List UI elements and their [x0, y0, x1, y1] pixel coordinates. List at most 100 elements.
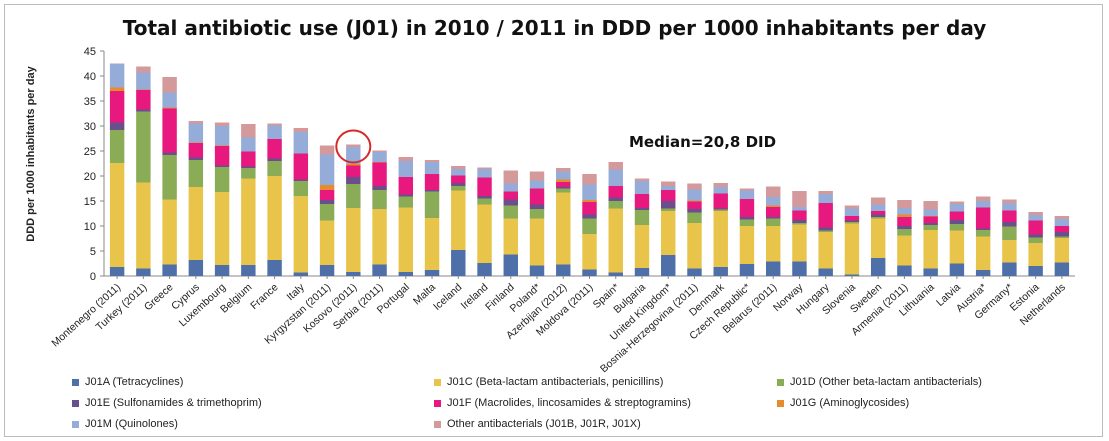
bar-segment	[372, 264, 387, 276]
bar-segment	[372, 162, 387, 163]
bar-segment	[713, 193, 728, 209]
bar-segment	[923, 216, 938, 223]
bar-segment	[687, 209, 702, 213]
bar-segment	[136, 90, 151, 110]
legend-item: J01M (Quinolones)	[72, 418, 178, 430]
bar-segment	[975, 201, 991, 208]
bar-segment	[424, 160, 440, 162]
bar-segment	[556, 187, 571, 189]
bar-segment	[949, 201, 965, 204]
legend-swatch	[72, 399, 79, 407]
bar-segment	[687, 183, 702, 190]
y-tick-label: 5	[90, 246, 96, 258]
bar-segment	[634, 225, 650, 268]
bar-segment	[424, 270, 440, 276]
legend-item: J01G (Aminoglycosides)	[777, 397, 909, 409]
bar-segment	[661, 211, 676, 255]
bar-segment	[1054, 236, 1070, 238]
bar-segment	[503, 199, 518, 206]
y-tick-label: 25	[84, 146, 96, 158]
bar-segment	[319, 204, 335, 221]
bar-segment	[949, 263, 965, 276]
bar-segment	[267, 176, 282, 260]
bar-segment	[503, 254, 518, 276]
bar-segment	[582, 200, 597, 202]
bar-segment	[923, 230, 938, 269]
bar-segment	[634, 210, 650, 225]
bar-segment	[477, 196, 492, 199]
bar-segment	[1028, 266, 1043, 276]
legend-item: J01D (Other beta-lactam antibacterials)	[777, 376, 982, 388]
bar-segment	[477, 263, 492, 276]
bar-segment	[975, 228, 991, 230]
bar-segment	[451, 250, 466, 276]
bar-segment	[319, 220, 335, 265]
bar-segment	[398, 194, 414, 197]
bar-segment	[897, 229, 912, 236]
y-tick-label: 15	[84, 196, 96, 208]
bar-segment	[870, 217, 886, 219]
bar-segment	[162, 152, 177, 155]
bar-segment	[975, 207, 991, 229]
bar-segment	[634, 208, 650, 210]
bar-segment	[398, 207, 414, 272]
bar-segment	[346, 165, 361, 177]
median-annotation: Median=20,8 DID	[629, 133, 777, 151]
bar-segment	[713, 267, 728, 276]
bar-segment	[136, 89, 151, 90]
bar-segment	[529, 209, 545, 219]
bar-segment	[897, 217, 912, 226]
bar-segment	[975, 196, 991, 201]
bar-segment	[923, 225, 938, 230]
bar-segment	[844, 223, 860, 275]
bar-segment	[739, 264, 755, 276]
legend-swatch	[72, 420, 79, 428]
bar-segment	[109, 63, 125, 64]
legend-swatch	[777, 378, 784, 386]
bar-segment	[661, 201, 676, 209]
legend-swatch	[434, 420, 441, 428]
bar-segment	[162, 199, 177, 265]
bar-segment	[870, 218, 886, 258]
bar-segment	[241, 178, 256, 265]
bar-segment	[503, 218, 518, 255]
bar-segment	[372, 186, 387, 190]
bar-segment	[661, 190, 676, 201]
bar-segment	[1002, 210, 1017, 222]
bar-segment	[1002, 226, 1017, 240]
bar-segment	[608, 186, 623, 198]
bar-segment	[582, 184, 597, 200]
bar-segment	[556, 179, 571, 182]
bar-segment	[818, 191, 833, 194]
bar-segment	[1028, 220, 1043, 235]
bar-segment	[162, 107, 177, 109]
bar-segment	[765, 217, 781, 219]
bar-segment	[109, 64, 125, 88]
bar-segment	[1028, 215, 1043, 221]
bar-segment	[739, 226, 755, 264]
bar-segment	[214, 146, 230, 166]
bar-segment	[844, 220, 860, 222]
bar-segment	[319, 265, 335, 276]
bar-segment	[398, 177, 414, 195]
bar-segment	[477, 167, 492, 169]
bar-segment	[739, 188, 755, 191]
bar-segment	[267, 158, 282, 161]
bar-segment	[713, 211, 728, 267]
bar-segment	[1054, 232, 1070, 237]
bar-segment	[109, 163, 125, 267]
bar-segment	[188, 187, 204, 260]
bar-segment	[844, 208, 860, 216]
bar-segment	[398, 161, 414, 177]
bar-segment	[529, 171, 545, 181]
bar-segment	[608, 201, 623, 209]
bar-segment	[109, 267, 125, 276]
x-tick-label: Greece	[142, 281, 176, 313]
bar-segment	[372, 190, 387, 209]
bar-segment	[556, 168, 571, 172]
bar-segment	[556, 182, 571, 187]
bar-segment	[529, 204, 545, 209]
highlight-circle	[335, 129, 372, 164]
bar-segment	[346, 144, 361, 147]
bar-segment	[477, 198, 492, 205]
